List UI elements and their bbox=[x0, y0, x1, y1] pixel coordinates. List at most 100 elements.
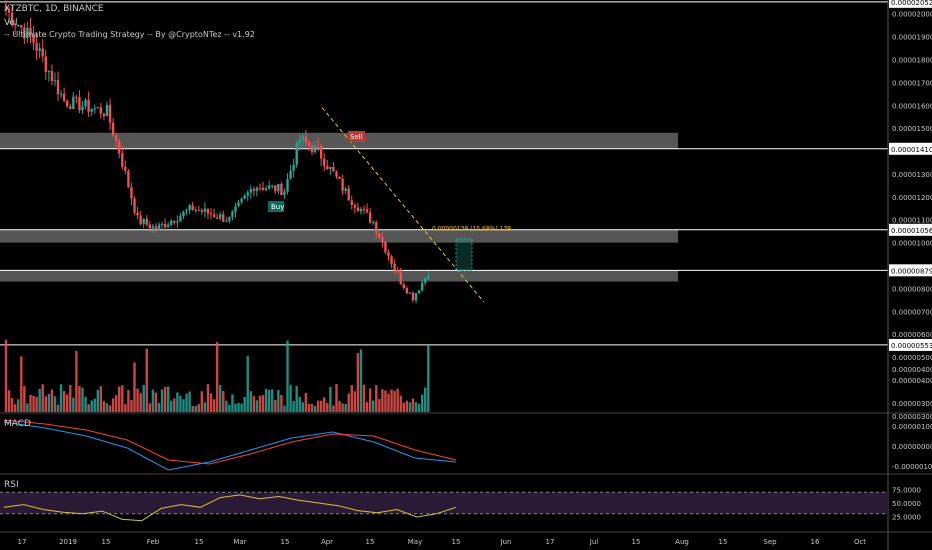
volume-bar bbox=[203, 402, 207, 412]
sell-marker bbox=[348, 131, 365, 142]
price-tick-label: 0.00001100 bbox=[892, 217, 932, 225]
candle-body bbox=[252, 189, 256, 191]
volume-bar bbox=[359, 349, 363, 412]
volume-bar bbox=[344, 403, 347, 412]
candle-body bbox=[166, 224, 170, 228]
volume-bar bbox=[341, 403, 344, 412]
volume-bar bbox=[399, 395, 402, 412]
volume-bar bbox=[10, 398, 14, 412]
candle-body bbox=[75, 96, 78, 98]
symbol-title: XTZBTC, 1D, BINANCE bbox=[4, 4, 104, 14]
candle-body bbox=[182, 211, 185, 217]
candle-body bbox=[111, 122, 115, 136]
candle-body bbox=[393, 263, 396, 270]
candle-body bbox=[368, 212, 372, 223]
candle-body bbox=[280, 183, 283, 196]
volume-bar bbox=[304, 393, 308, 412]
candle-body bbox=[222, 214, 225, 222]
volume-bar bbox=[313, 405, 317, 412]
time-tick-label: Jun bbox=[500, 538, 512, 546]
volume-bar bbox=[69, 384, 72, 412]
volume-bar bbox=[17, 399, 20, 412]
macd-legend: MACD bbox=[4, 419, 31, 429]
volume-bar bbox=[286, 340, 289, 412]
volume-bar bbox=[13, 404, 17, 412]
candle-body bbox=[185, 210, 188, 212]
level-tag bbox=[889, 264, 932, 277]
volume-bar bbox=[66, 394, 69, 412]
volume-bar bbox=[280, 395, 283, 412]
volume-bar bbox=[387, 393, 390, 412]
volume-bar bbox=[87, 404, 90, 412]
price-tick-label: 0.00000400 bbox=[892, 377, 932, 385]
volume-bar bbox=[292, 400, 295, 412]
volume-bar bbox=[111, 398, 115, 412]
volume-bar bbox=[353, 391, 357, 412]
candle-body bbox=[99, 107, 103, 114]
volume-bar bbox=[274, 399, 277, 412]
time-tick-label: Jul bbox=[589, 538, 599, 546]
time-tick-label: Mar bbox=[233, 538, 246, 546]
volume-bar bbox=[200, 391, 204, 412]
candle-body bbox=[258, 187, 262, 189]
volume-bar bbox=[20, 356, 23, 412]
volume-bar bbox=[402, 402, 405, 412]
candle-body bbox=[399, 272, 402, 285]
volume-bar bbox=[222, 391, 225, 412]
candle-body bbox=[96, 107, 99, 109]
candle-body bbox=[206, 208, 210, 214]
volume-bar bbox=[234, 404, 237, 412]
candle-body bbox=[338, 176, 341, 179]
volume-bar bbox=[319, 400, 323, 412]
volume-bar bbox=[148, 403, 152, 412]
level-tag-label: 0.00001056 bbox=[891, 227, 932, 235]
candle-body bbox=[212, 214, 216, 218]
level-tag bbox=[889, 223, 932, 236]
zone-box bbox=[0, 270, 678, 282]
time-tick-label: 15 bbox=[366, 538, 375, 546]
candle-body bbox=[20, 25, 23, 28]
candle-body bbox=[240, 198, 243, 203]
volume-bar bbox=[47, 393, 51, 412]
volume-bar bbox=[219, 385, 222, 412]
volume-bar bbox=[176, 392, 179, 412]
volume-bar bbox=[114, 395, 118, 412]
volume-bar bbox=[35, 396, 38, 412]
volume-bar bbox=[127, 390, 130, 412]
candle-body bbox=[81, 106, 84, 111]
volume-bar bbox=[188, 391, 191, 412]
measure-label: 0.00000138 (15.68%) 138 bbox=[432, 226, 511, 233]
price-tick-label: 0.00001800 bbox=[892, 57, 932, 65]
price-tick-label: 0.00000800 bbox=[892, 285, 932, 293]
candle-body bbox=[93, 108, 96, 110]
buy-label: Buy bbox=[271, 203, 284, 211]
volume-bar bbox=[405, 400, 409, 412]
volume-bar bbox=[283, 405, 286, 412]
volume-bar bbox=[62, 391, 66, 412]
candle-body bbox=[160, 223, 164, 225]
candle-body bbox=[197, 209, 200, 211]
volume-bar bbox=[261, 395, 265, 412]
macd-tick-label: 0.00000100 bbox=[892, 423, 932, 431]
candle-body bbox=[255, 187, 259, 191]
candle-body bbox=[286, 178, 289, 192]
volume-bar bbox=[243, 396, 246, 412]
candle-body bbox=[295, 143, 298, 165]
macd-tick-label: -0.00000100 bbox=[892, 463, 932, 471]
volume-bar bbox=[240, 403, 243, 412]
time-tick-label: 15 bbox=[632, 538, 641, 546]
volume-bar bbox=[350, 385, 353, 412]
candle-body bbox=[163, 223, 167, 228]
volume-bar bbox=[72, 397, 75, 412]
volume-bar bbox=[326, 403, 329, 412]
candle-body bbox=[78, 97, 81, 111]
candle-body bbox=[124, 166, 127, 171]
rsi-legend: RSI bbox=[4, 480, 19, 490]
volume-bar bbox=[32, 395, 35, 412]
volume-bar bbox=[56, 404, 60, 412]
volume-bar bbox=[365, 402, 369, 412]
candle-body bbox=[332, 166, 335, 172]
volume-tick-label: 0.00000400 bbox=[892, 366, 932, 374]
candle-body bbox=[396, 269, 399, 273]
